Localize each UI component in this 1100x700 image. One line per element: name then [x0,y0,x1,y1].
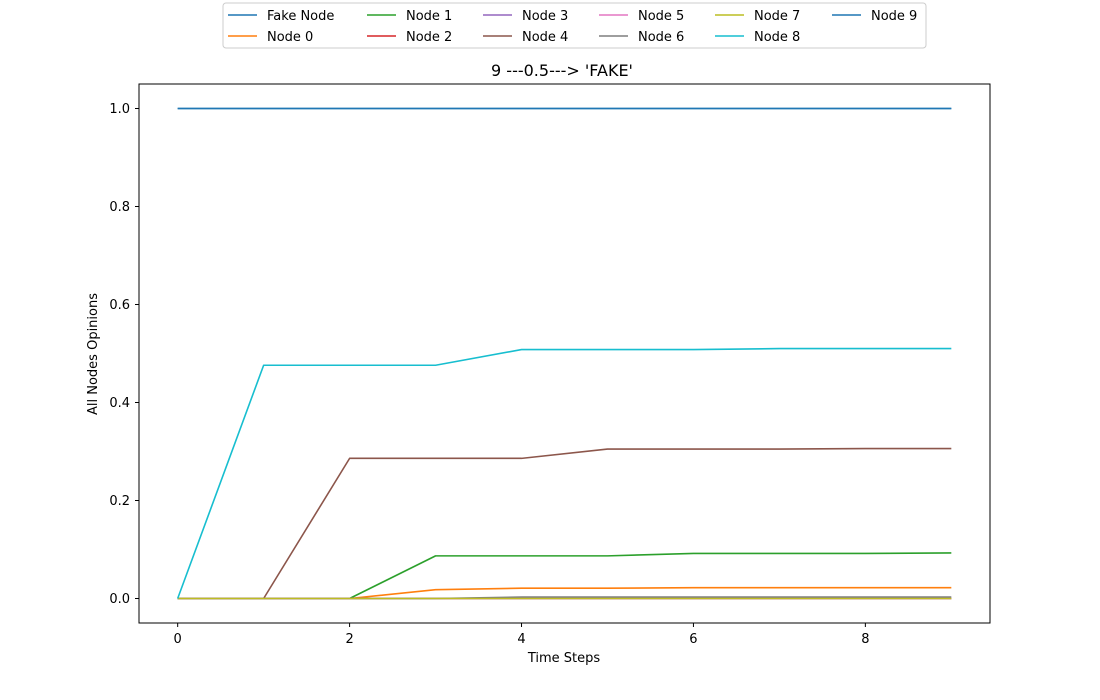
y-tick-label: 0.2 [109,494,130,509]
legend-label: Node 4 [522,30,568,45]
legend-label: Node 3 [522,9,568,24]
plot-area [176,107,952,600]
x-tick-label: 0 [174,632,182,647]
series-line-node-4 [177,447,952,600]
series-line-node-8 [176,347,952,599]
legend-label: Node 8 [754,30,800,45]
y-axis-label: All Nodes Opinions [86,293,101,415]
legend-label: Node 6 [638,30,684,45]
x-tick-label: 6 [689,632,697,647]
x-tick-label: 8 [861,632,869,647]
legend-label: Fake Node [267,9,334,24]
axes-frame [138,83,991,624]
x-tick-label: 4 [517,632,525,647]
legend-label: Node 2 [406,30,452,45]
y-tick-label: 0.4 [109,396,130,411]
x-axis-label: Time Steps [527,651,601,666]
legend-label: Node 7 [754,9,800,24]
legend-label: Node 9 [871,9,917,24]
y-tick-label: 0.8 [109,200,130,215]
series-line-node-1 [177,552,952,600]
legend-box [222,2,927,49]
y-axis-ticks: 0.0 0.2 0.4 0.6 0.8 1.0 [109,102,139,607]
legend-label: Node 0 [267,30,313,45]
legend-label: Node 5 [638,9,684,24]
legend: Fake Node Node 0 Node 1 Node 2 Node 3 Node 4 N… [222,2,927,49]
y-tick-label: 0.6 [109,298,130,313]
chart-title: 9 ---0.5---> 'FAKE' [491,61,633,80]
y-tick-label: 1.0 [109,102,130,117]
y-tick-label: 0.0 [109,592,130,607]
x-tick-label: 2 [345,632,353,647]
x-axis-ticks: 0 2 4 6 8 [174,623,869,647]
legend-label: Node 1 [406,9,452,24]
